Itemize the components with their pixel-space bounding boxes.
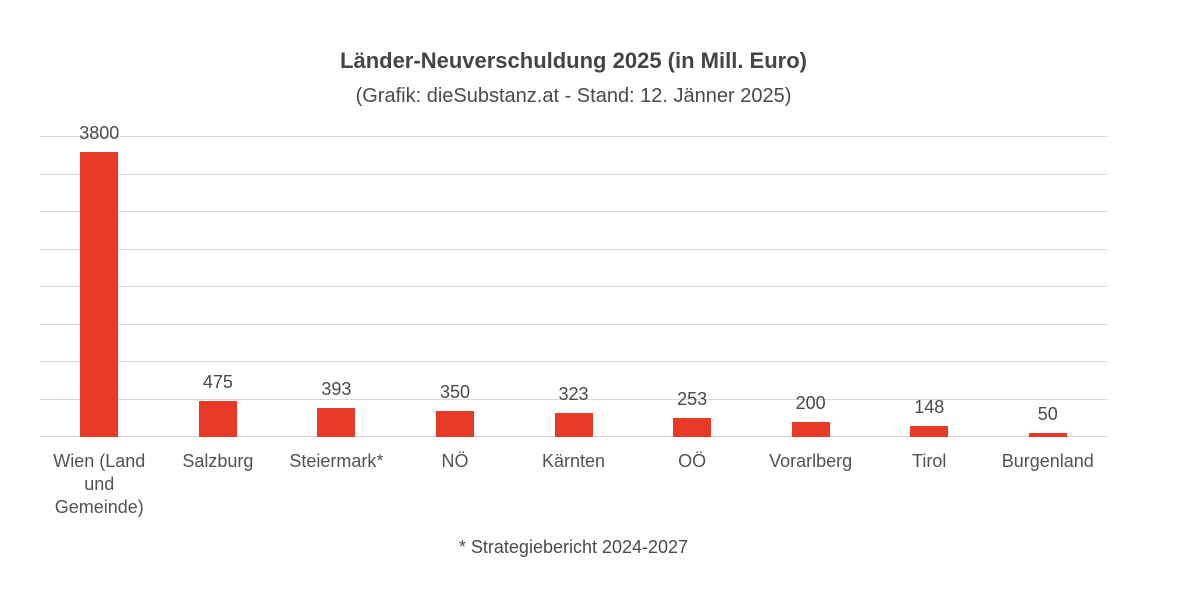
bar-value-label: 3800 <box>79 123 120 143</box>
bar <box>198 401 237 437</box>
bar-value-label: 253 <box>677 389 708 410</box>
bar <box>1028 433 1067 437</box>
bar-value-label: 475 <box>202 372 233 393</box>
category-label-text: OÖ <box>678 451 707 471</box>
bar-value-label: 50 <box>1037 404 1058 425</box>
category-label: Wien (Land und Gemeinde) <box>40 450 159 519</box>
category-label-text: Kärnten <box>542 451 606 471</box>
bar-column: 253 <box>633 137 752 437</box>
bar-column: 3800 <box>40 123 159 437</box>
category-label: Tirol <box>870 450 989 519</box>
category-label-text: Vorarlberg <box>769 451 853 471</box>
bar <box>910 425 949 437</box>
bar-column: 323 <box>514 137 633 437</box>
gridline <box>40 361 1107 362</box>
bar-value-label: 148 <box>914 396 945 417</box>
chart-footnote: * Strategiebericht 2024-2027 <box>458 537 689 557</box>
bar-column: 475 <box>159 137 278 437</box>
category-label: Kärnten <box>514 450 633 519</box>
category-label-text: Steiermark* <box>289 451 384 471</box>
category-label: Salzburg <box>159 450 278 519</box>
bar-column: 50 <box>989 137 1108 437</box>
gridline <box>40 398 1107 400</box>
category-label-text: Burgenland <box>1001 451 1094 471</box>
category-label: NÖ <box>396 450 515 519</box>
bar-column: 350 <box>396 137 515 437</box>
chart-subtitle: (Grafik: dieSubstanz.at - Stand: 12. Jän… <box>355 85 792 107</box>
chart-title: Länder-Neuverschuldung 2025 (in Mill. Eu… <box>340 48 807 73</box>
gridline <box>40 323 1107 325</box>
bar <box>673 418 712 437</box>
plot-area: 3800 475 393 350 323 253 200 148 50 <box>40 123 1108 437</box>
bar-column: 393 <box>277 137 396 437</box>
category-label-text: Salzburg <box>182 451 254 471</box>
gridline <box>40 248 1107 250</box>
gridline <box>40 286 1107 287</box>
category-label: Vorarlberg <box>751 450 870 519</box>
category-label-text: NÖ <box>441 451 469 471</box>
bar-column: 200 <box>751 137 870 437</box>
gridline <box>40 173 1107 175</box>
category-label: OÖ <box>633 450 752 519</box>
bar <box>435 410 474 437</box>
bar-value-label: 323 <box>558 383 589 404</box>
category-label-text: Tirol <box>912 451 947 471</box>
category-label: Steiermark* <box>277 450 396 519</box>
gridline <box>40 211 1107 212</box>
bar <box>80 152 119 437</box>
bar <box>317 407 356 437</box>
bar <box>791 422 830 437</box>
bar-series: 3800 475 393 350 323 253 200 148 50 <box>40 123 1108 437</box>
category-label: Burgenland <box>989 450 1108 519</box>
category-axis: Wien (Land und Gemeinde) Salzburg Steierma… <box>40 450 1107 519</box>
bar-value-label: 200 <box>795 393 826 413</box>
bar-value-label: 350 <box>439 381 470 402</box>
bar-column: 148 <box>870 137 989 437</box>
bar <box>554 412 593 437</box>
bar-value-label: 393 <box>321 378 352 399</box>
gridline <box>40 136 1107 137</box>
category-label-text: Wien (Land und Gemeinde) <box>53 451 146 517</box>
